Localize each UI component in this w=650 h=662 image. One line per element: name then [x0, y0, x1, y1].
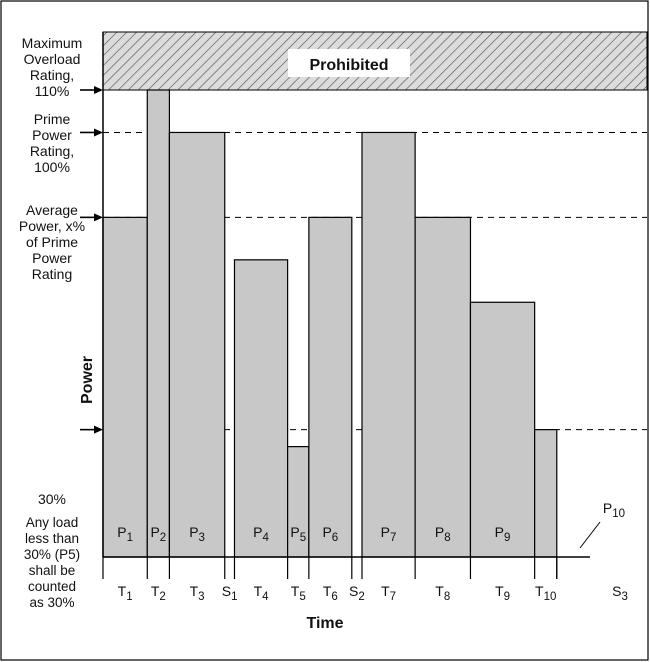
time-label-t10: T10	[535, 583, 556, 603]
prohibited-band	[102, 31, 648, 91]
time-label-t8: T8	[435, 583, 450, 603]
x-axis-title: Time	[306, 615, 343, 632]
ref-arrowhead-avg	[94, 213, 103, 222]
bar-label-p2: P2	[150, 524, 166, 544]
bar-p7	[361, 131, 416, 558]
stop-label-s2: S2	[349, 583, 365, 603]
ref-arrowhead-prime	[94, 128, 103, 137]
bar-label-p6: P6	[322, 524, 338, 544]
ref-label-thirty: 30%	[38, 491, 66, 507]
time-label-t5: T5	[291, 583, 306, 603]
bar-p1	[102, 216, 148, 558]
prohibited-label-box	[288, 49, 410, 77]
bar-p10	[534, 429, 558, 558]
ref-arrowhead-thirty	[94, 425, 103, 434]
y-axis-title: Power	[79, 356, 96, 404]
time-label-t4: T4	[254, 583, 270, 603]
bar-label-p10: P10	[603, 500, 625, 520]
stop-label-s3: S3	[612, 583, 628, 603]
bar-label-p9: P9	[495, 524, 511, 544]
bar-p9	[469, 301, 536, 558]
bar-label-p5: P5	[290, 524, 306, 544]
bar-label-p7: P7	[381, 524, 397, 544]
bar-label-p1: P1	[117, 524, 133, 544]
ref-label-max: Maximum Overload Rating, 110%	[22, 35, 83, 99]
ref-label-prime: Prime Power Rating, 100%	[30, 111, 74, 175]
bar-label-p8: P8	[435, 524, 451, 544]
p10-leader	[579, 521, 601, 549]
ref-arrowhead-max	[94, 86, 103, 94]
bar-label-p3: P3	[189, 524, 205, 544]
time-label-t3: T3	[190, 583, 205, 603]
bar-label-p4: P4	[253, 524, 269, 544]
bar-p3	[168, 131, 226, 558]
bar-p4	[233, 259, 289, 558]
ref-label-avg: Average Power, x% of Prime Power Rating	[19, 202, 85, 282]
time-label-t9: T9	[495, 583, 510, 603]
time-label-t6: T6	[323, 583, 338, 603]
min-load-note: Any load less than 30% (P5) shall be counted…	[24, 515, 80, 610]
stop-label-s1: S1	[222, 583, 238, 603]
bar-p6	[308, 216, 353, 558]
bar-p2	[146, 89, 171, 558]
bar-p8	[414, 216, 472, 558]
prohibited-label: Prohibited	[309, 57, 388, 74]
time-label-t1: T1	[118, 583, 133, 603]
time-label-t2: T2	[151, 583, 166, 603]
time-label-t7: T7	[381, 583, 396, 603]
